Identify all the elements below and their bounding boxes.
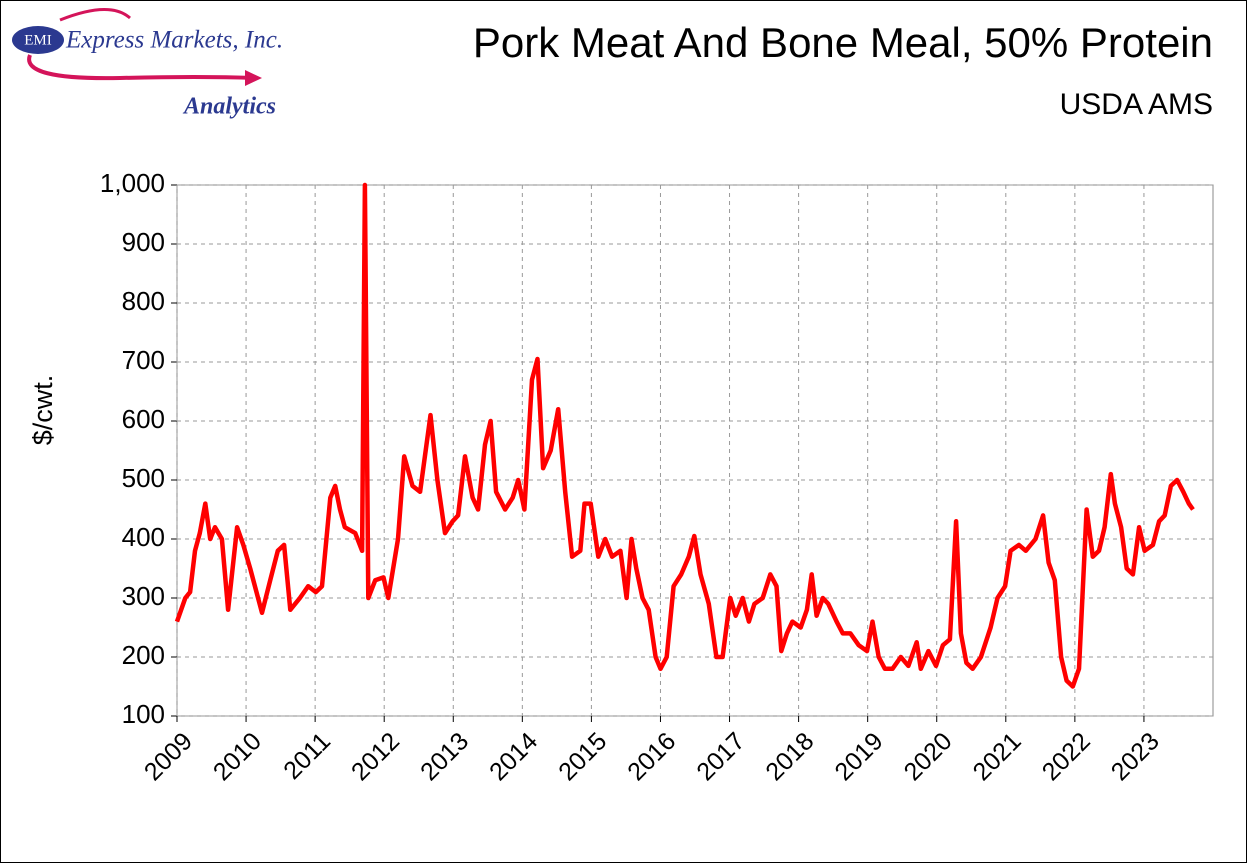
logo-analytics: Analytics — [182, 94, 276, 120]
logo-arrow — [245, 70, 262, 86]
y-tick-label: 300 — [122, 581, 165, 611]
y-tick-label: 500 — [122, 463, 165, 493]
logo-badge — [12, 26, 64, 54]
y-tick-label: 1,000 — [100, 168, 165, 198]
plot-area — [176, 184, 1214, 717]
y-axis-label: $/cwt. — [28, 375, 58, 446]
y-tick-label: 800 — [122, 286, 165, 316]
y-tick-label: 900 — [122, 227, 165, 257]
logo: EMI Express Markets, Inc. Analytics — [12, 8, 283, 120]
chart-subtitle: USDA AMS — [1060, 88, 1213, 121]
y-tick-label: 600 — [122, 404, 165, 434]
price-line — [174, 182, 1195, 689]
logo-company: Express Markets, Inc. — [65, 27, 283, 54]
logo-swoosh — [27, 54, 256, 81]
logo-emi: EMI — [24, 32, 52, 48]
y-tick-label: 100 — [122, 699, 165, 729]
y-tick-label: 200 — [122, 640, 165, 670]
chart-title: Pork Meat And Bone Meal, 50% Protein — [473, 19, 1213, 66]
y-tick-label: 700 — [122, 345, 165, 375]
y-tick-label: 400 — [122, 522, 165, 552]
logo-arc — [59, 8, 132, 22]
